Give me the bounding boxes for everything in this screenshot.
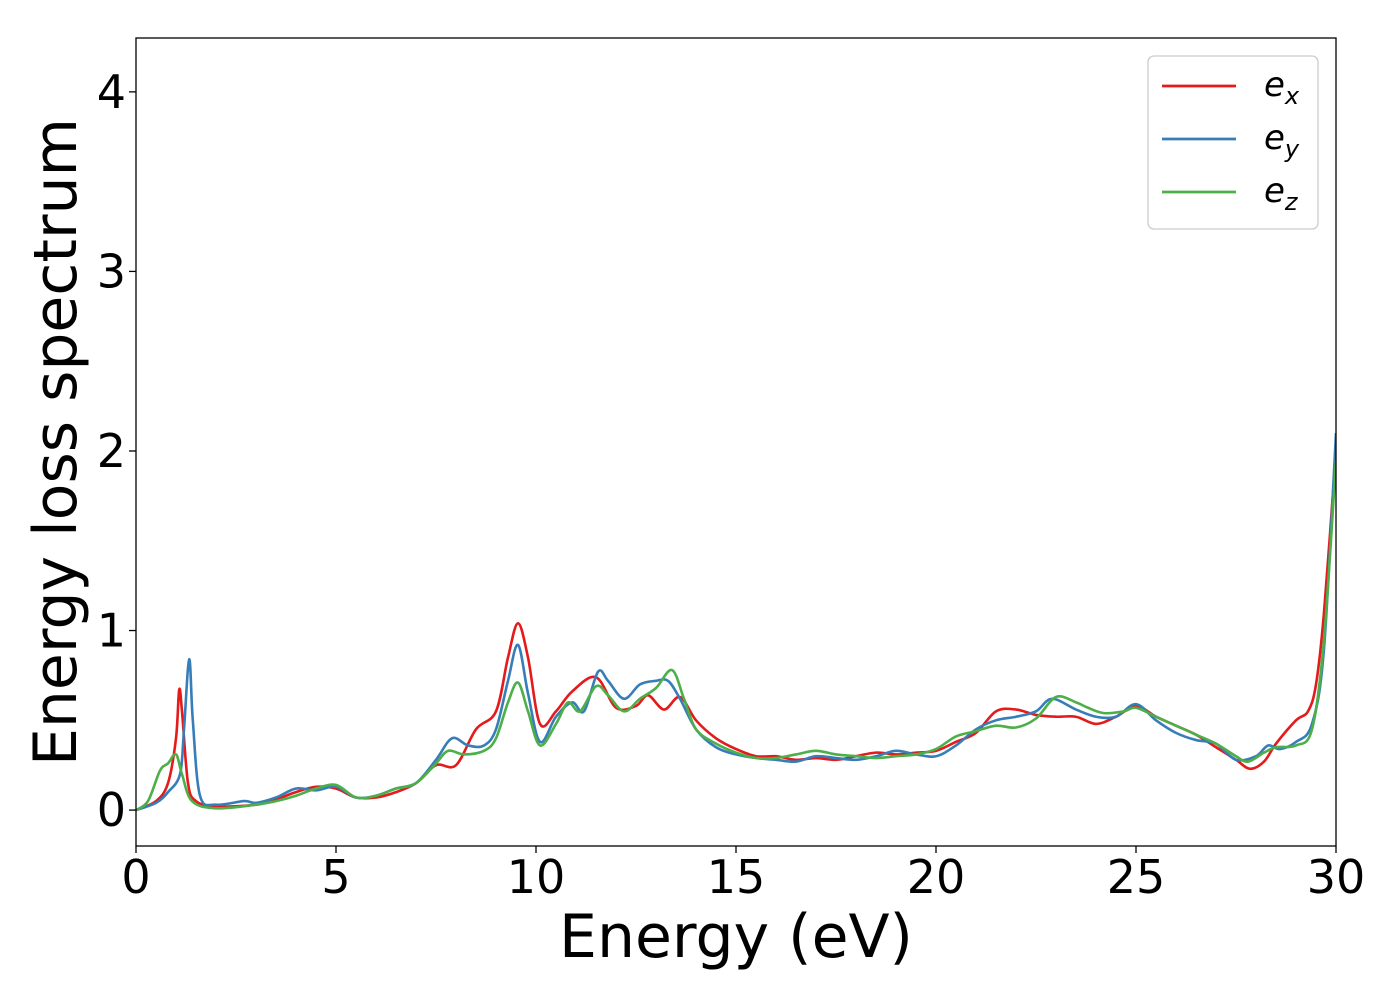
- series-line-e-z: [136, 459, 1336, 812]
- x-tick-label: 10: [507, 850, 566, 904]
- x-tick-label: 30: [1307, 850, 1366, 904]
- x-tick-label: 20: [907, 850, 966, 904]
- series-layer: [136, 432, 1336, 812]
- y-tick-label: 1: [97, 604, 126, 658]
- x-tick-label: 0: [121, 850, 150, 904]
- ticks-layer: 0 5 10 15 20 25 30 0 1 2 3 4: [97, 65, 1366, 904]
- series-line-e-x: [136, 450, 1336, 812]
- y-tick-label: 4: [97, 65, 126, 119]
- legend-box: [1147, 55, 1319, 230]
- legend-label-z: ez: [1264, 171, 1299, 216]
- x-tick-label: 5: [321, 850, 350, 904]
- y-axis-title: Energy loss spectrum: [21, 118, 91, 766]
- legend-label-x: ex: [1264, 65, 1300, 110]
- x-tick-label: 15: [707, 850, 766, 904]
- y-tick-label: 2: [97, 424, 126, 478]
- x-tick-label: 25: [1107, 850, 1166, 904]
- y-tick-label: 3: [97, 244, 126, 298]
- legend: ex ey ez: [1147, 55, 1319, 230]
- legend-label-y: ey: [1264, 118, 1300, 163]
- x-axis-title: Energy (eV): [559, 902, 913, 972]
- y-tick-label: 0: [97, 783, 126, 837]
